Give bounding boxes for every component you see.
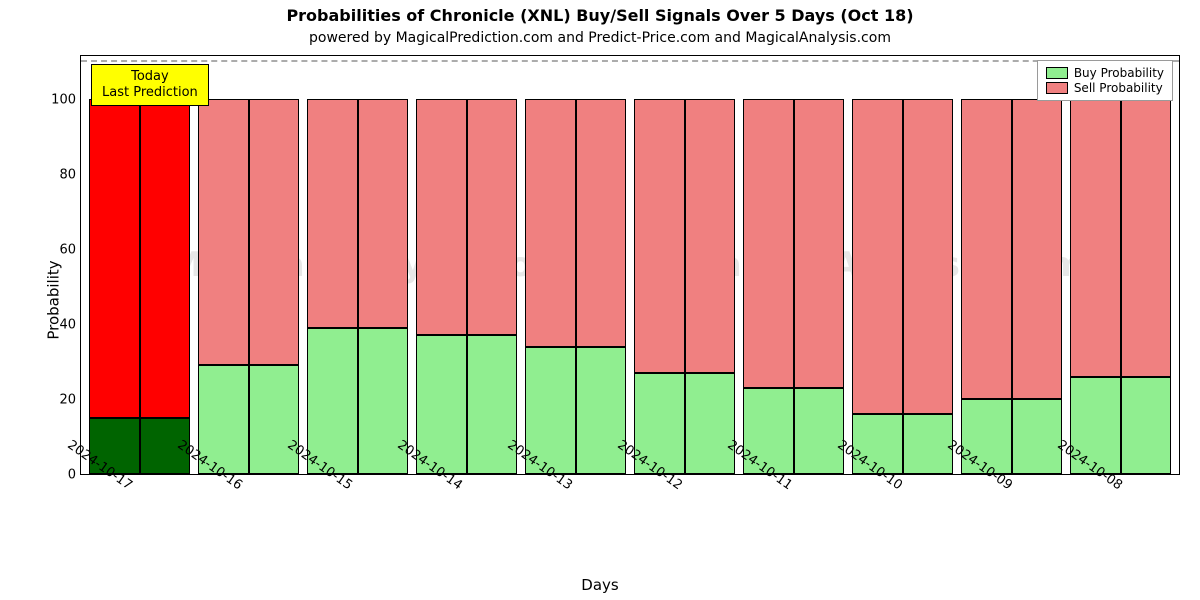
- stacked-bar: [525, 99, 575, 474]
- x-axis-ticks: 2024-10-172024-10-162024-10-152024-10-14…: [80, 475, 1180, 565]
- bar-group: [957, 56, 1066, 474]
- chart-subtitle: powered by MagicalPrediction.com and Pre…: [0, 30, 1200, 46]
- segment-buy: [1121, 377, 1171, 475]
- segment-sell: [685, 99, 735, 373]
- gridline: [81, 60, 1179, 62]
- segment-sell: [307, 99, 357, 328]
- segment-sell: [198, 99, 248, 365]
- stacked-bar: [634, 99, 684, 474]
- stacked-bar: [852, 99, 902, 474]
- bar-group: [521, 56, 630, 474]
- segment-sell: [249, 99, 299, 365]
- legend-swatch: [1046, 67, 1068, 79]
- segment-sell: [358, 99, 408, 328]
- stacked-bar: [576, 99, 626, 474]
- stacked-bar: [794, 99, 844, 474]
- y-tick: 80: [36, 168, 76, 183]
- segment-sell: [140, 99, 190, 418]
- segment-sell: [743, 99, 793, 388]
- bars-container: [81, 56, 1179, 474]
- stacked-bar: [903, 99, 953, 474]
- stacked-bar: [743, 99, 793, 474]
- legend-label: Buy Probability: [1074, 66, 1164, 80]
- stacked-bar: [198, 99, 248, 474]
- stacked-bar: [467, 99, 517, 474]
- legend-item: Buy Probability: [1046, 66, 1164, 80]
- stacked-bar: [307, 99, 357, 474]
- chart-title: Probabilities of Chronicle (XNL) Buy/Sel…: [0, 6, 1200, 25]
- segment-buy: [1012, 399, 1062, 474]
- segment-sell: [794, 99, 844, 388]
- bar-group: [412, 56, 521, 474]
- legend-item: Sell Probability: [1046, 81, 1164, 95]
- segment-buy: [249, 365, 299, 474]
- bar-group: [630, 56, 739, 474]
- segment-sell: [416, 99, 466, 335]
- bar-group: [1066, 56, 1175, 474]
- segment-sell: [1070, 99, 1120, 377]
- stacked-bar: [1121, 99, 1171, 474]
- segment-sell: [852, 99, 902, 414]
- chart-figure: Probabilities of Chronicle (XNL) Buy/Sel…: [0, 0, 1200, 600]
- today-annotation: Today Last Prediction: [91, 64, 209, 107]
- bar-group: [848, 56, 957, 474]
- y-tick: 40: [36, 318, 76, 333]
- segment-sell: [961, 99, 1011, 399]
- y-tick: 0: [36, 468, 76, 483]
- segment-buy: [576, 347, 626, 475]
- segment-buy: [794, 388, 844, 474]
- legend-label: Sell Probability: [1074, 81, 1163, 95]
- stacked-bar: [140, 99, 190, 474]
- today-annotation-line2: Last Prediction: [102, 85, 198, 101]
- stacked-bar: [1070, 99, 1120, 474]
- segment-sell: [1121, 99, 1171, 377]
- segment-sell: [89, 99, 139, 418]
- segment-sell: [525, 99, 575, 347]
- bar-group: [85, 56, 194, 474]
- stacked-bar: [685, 99, 735, 474]
- today-annotation-line1: Today: [102, 69, 198, 85]
- segment-sell: [467, 99, 517, 335]
- segment-sell: [1012, 99, 1062, 399]
- stacked-bar: [961, 99, 1011, 474]
- legend: Buy ProbabilitySell Probability: [1037, 60, 1173, 101]
- y-tick: 20: [36, 393, 76, 408]
- stacked-bar: [358, 99, 408, 474]
- segment-sell: [576, 99, 626, 347]
- y-tick: 60: [36, 243, 76, 258]
- y-axis-ticks: 020406080100: [30, 55, 80, 475]
- bar-group: [194, 56, 303, 474]
- segment-sell: [634, 99, 684, 373]
- stacked-bar: [416, 99, 466, 474]
- bar-group: [303, 56, 412, 474]
- segment-buy: [685, 373, 735, 474]
- stacked-bar: [249, 99, 299, 474]
- plot-area: MagicalAnalysis.com MagicalAnalysis.com …: [80, 55, 1180, 475]
- stacked-bar: [89, 99, 139, 474]
- stacked-bar: [1012, 99, 1062, 474]
- bar-group: [739, 56, 848, 474]
- y-tick: 100: [36, 93, 76, 108]
- segment-sell: [903, 99, 953, 414]
- x-axis-label: Days: [0, 576, 1200, 594]
- legend-swatch: [1046, 82, 1068, 94]
